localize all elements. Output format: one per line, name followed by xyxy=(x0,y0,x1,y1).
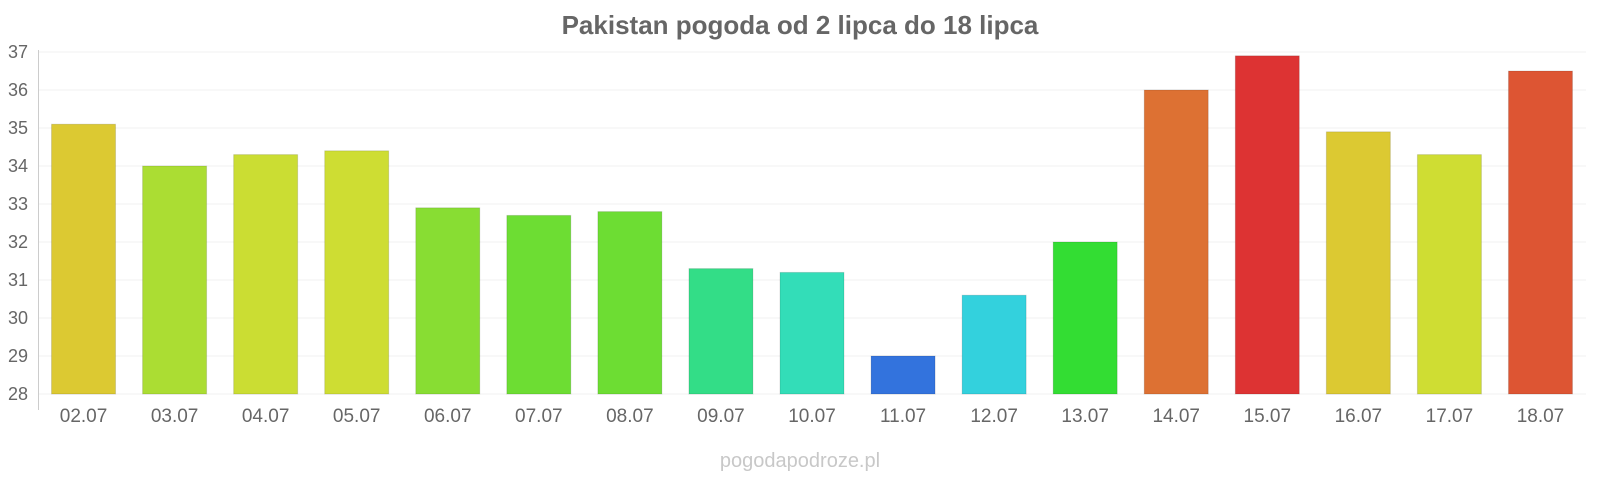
bar xyxy=(1143,89,1209,395)
bar xyxy=(51,123,117,395)
y-tick-label: 31 xyxy=(8,270,28,290)
x-tick-label: 04.07 xyxy=(242,406,290,427)
x-tick-label: 11.07 xyxy=(880,406,926,427)
bar xyxy=(961,294,1027,395)
watermark: pogodapodroze.pl xyxy=(719,450,881,472)
x-tick-label: 17.07 xyxy=(1426,406,1474,427)
y-tick-label: 34 xyxy=(8,156,28,176)
x-tick-label: 12.07 xyxy=(970,406,1018,427)
bar xyxy=(597,211,663,395)
bar xyxy=(688,268,754,395)
y-tick-label: 28 xyxy=(8,384,28,404)
y-tick-label: 30 xyxy=(8,308,28,328)
bars xyxy=(51,55,1573,395)
x-tick-label: 10.07 xyxy=(788,406,836,427)
x-tick-label: 14.07 xyxy=(1152,406,1200,427)
bar xyxy=(233,154,299,395)
y-tick-label: 35 xyxy=(8,118,28,138)
x-tick-label: 15.07 xyxy=(1244,406,1292,427)
x-tick-label: 06.07 xyxy=(424,406,472,427)
x-tick-label: 05.07 xyxy=(333,406,381,427)
bar xyxy=(1507,70,1573,395)
x-tick-label: 07.07 xyxy=(515,406,563,427)
bar xyxy=(142,165,208,395)
x-tick-label: 02.07 xyxy=(60,406,108,427)
y-tick-label: 32 xyxy=(8,232,28,252)
y-tick-label: 33 xyxy=(8,194,28,214)
chart-title: Pakistan pogoda od 2 lipca do 18 lipca xyxy=(561,10,1039,40)
x-tick-label: 03.07 xyxy=(151,406,199,427)
x-axis-ticks: 02.07 03.07 04.07 05.07 06.07 07.07 08.07 09.07… xyxy=(60,406,1564,427)
y-tick-label: 36 xyxy=(8,80,28,100)
x-tick-label: 09.07 xyxy=(697,406,745,427)
x-tick-label: 08.07 xyxy=(606,406,654,427)
bar xyxy=(1052,241,1118,395)
x-tick-label: 13.07 xyxy=(1061,406,1109,427)
x-tick-label: 18.07 xyxy=(1517,406,1565,427)
bar xyxy=(870,355,936,395)
bar xyxy=(1325,131,1391,395)
bar xyxy=(324,150,390,395)
x-tick-label: 16.07 xyxy=(1335,406,1383,427)
bar xyxy=(415,207,481,395)
y-axis-ticks: 28 29 30 31 32 33 34 35 36 37 xyxy=(8,42,28,404)
y-tick-label: 29 xyxy=(8,346,28,366)
bar xyxy=(1416,154,1482,395)
bar xyxy=(779,271,845,395)
bar xyxy=(1234,55,1300,395)
bar xyxy=(506,214,572,395)
y-tick-label: 37 xyxy=(8,42,28,62)
